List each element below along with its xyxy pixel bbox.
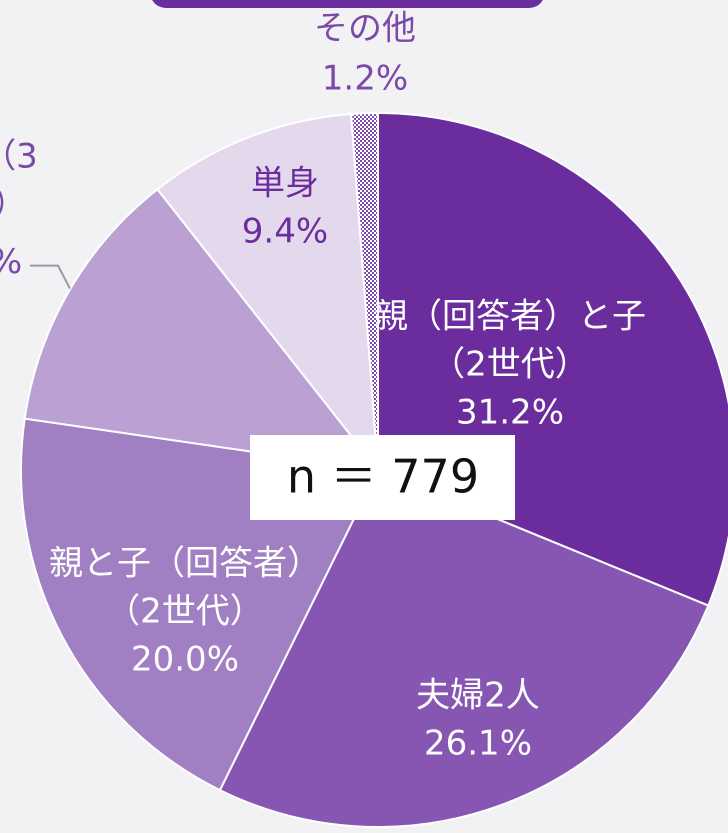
value-label: % <box>0 242 22 282</box>
leader-line <box>30 264 71 290</box>
labels: 親（回答者）と子 （2世代） 31.2% 夫婦2人 26.1% 親と子（回答者） （2世代）… <box>0 9 646 764</box>
pie-slice <box>156 112 380 474</box>
value-label: 9.4% <box>242 212 328 252</box>
center-label: n ＝ 779 <box>287 450 479 504</box>
slice-label: 親（回答者）と子 <box>374 297 646 337</box>
center-box <box>250 435 515 520</box>
slice-label: （3 <box>0 137 38 177</box>
slice-label: （2世代） <box>106 592 264 632</box>
slice-label: 親と子（回答者） <box>49 544 321 584</box>
slice-label: （2世代） <box>431 345 589 385</box>
value-label: 31.2% <box>456 393 564 433</box>
pie-slice <box>23 187 381 472</box>
value-label: 26.1% <box>424 724 532 764</box>
pie-slice <box>218 468 710 828</box>
slice-label: 夫婦2人 <box>416 676 540 716</box>
slice-label: ） <box>0 185 27 225</box>
value-label: 20.0% <box>131 640 239 680</box>
value-label: 1.2% <box>322 59 408 99</box>
pie-slice <box>350 111 379 471</box>
slice-label: その他 <box>314 9 416 49</box>
slice-label: 単身 <box>251 164 319 204</box>
title-banner <box>152 0 543 8</box>
